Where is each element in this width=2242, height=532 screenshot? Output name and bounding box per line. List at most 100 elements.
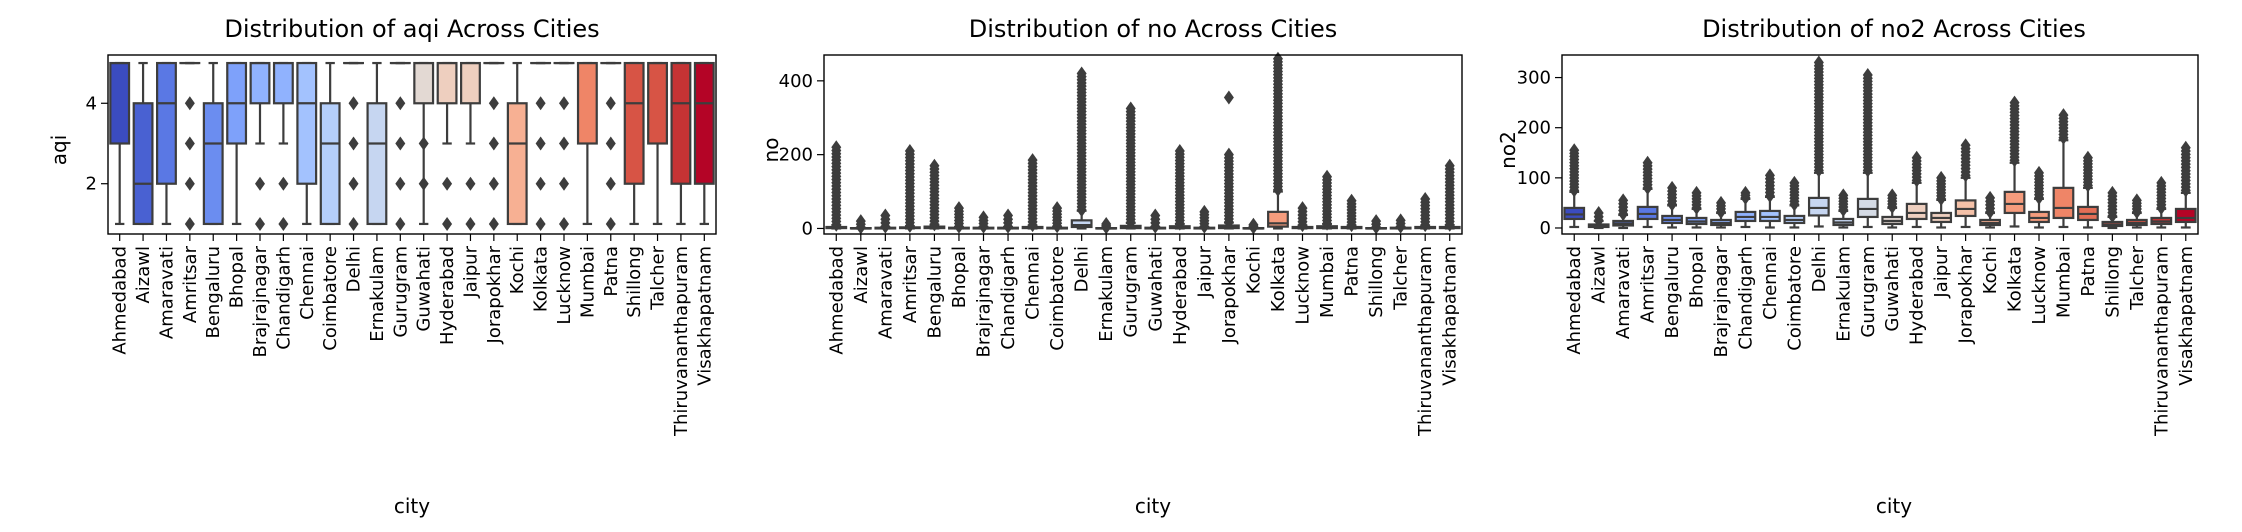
box-body	[1905, 202, 1928, 221]
box-hyderabad	[1905, 150, 1928, 229]
box-mumbai	[576, 61, 598, 226]
x-tick-label: Jaipur	[1931, 245, 1952, 298]
outlier-point	[1936, 170, 1947, 185]
outlier-point	[929, 158, 940, 173]
outlier-point	[418, 136, 429, 151]
outlier-point	[488, 96, 499, 111]
box-lucknow	[553, 61, 575, 231]
box-coimbatore	[319, 61, 341, 226]
box-aizawl	[1587, 205, 1610, 230]
box-jorapokhar	[1954, 138, 1977, 229]
box-ahmedabad	[109, 61, 131, 226]
box-body	[296, 61, 318, 185]
outlier-point	[831, 140, 842, 155]
outlier-point	[255, 176, 265, 191]
x-tick-label: Brajrajnagar	[1711, 245, 1732, 357]
box-visakhapatnam	[2174, 140, 2197, 229]
box-bhopal	[1685, 185, 1708, 229]
box-ernakulam	[366, 61, 388, 226]
box-kolkata	[1267, 51, 1289, 230]
outlier-point	[488, 216, 499, 231]
x-tick-label: Thiruvananthapuram	[1415, 246, 1436, 437]
x-tick-label: Delhi	[344, 246, 365, 292]
x-tick-label: Brajrajnagar	[250, 245, 271, 357]
box-coimbatore	[1046, 201, 1069, 234]
outlier-point	[1248, 217, 1259, 232]
box-bhopal	[226, 61, 248, 226]
outlier-point	[559, 216, 569, 231]
x-tick-label: Bengaluru	[203, 246, 224, 339]
outlier-point	[1297, 201, 1308, 216]
box-jaipur	[460, 61, 481, 231]
outlier-point	[395, 136, 406, 151]
x-tick-label: Delhi	[1072, 246, 1093, 292]
box-body	[436, 61, 458, 105]
aqi-chart: Distribution of aqi Across Cities city a…	[47, 15, 717, 518]
box-body	[249, 61, 271, 105]
x-tick-label: Kolkata	[1268, 246, 1289, 312]
x-tick-label: Aizawl	[851, 246, 872, 304]
y-tick-label: 2	[86, 174, 97, 195]
outlier-point	[278, 176, 289, 191]
x-tick-label: Amaravati	[156, 246, 177, 339]
x-tick-label: Ahmedabad	[1564, 246, 1585, 355]
box-body	[623, 61, 645, 185]
x-tick-label: Ernakulam	[1833, 246, 1854, 342]
box-amritsar	[1636, 155, 1659, 229]
box-aizawl	[849, 214, 872, 235]
outlier-point	[395, 216, 406, 231]
outlier-point	[255, 216, 265, 231]
box-body	[156, 61, 177, 185]
x-tick-label: Kolkata	[531, 246, 552, 312]
box-ernakulam	[1832, 188, 1855, 229]
box-ernakulam	[1095, 217, 1118, 235]
box-lucknow	[1291, 201, 1314, 233]
outlier-point	[559, 176, 569, 191]
x-tick-label: Lucknow	[1293, 246, 1314, 325]
box-body	[1070, 219, 1093, 229]
box-mumbai	[1316, 169, 1338, 231]
x-tick-label: Amritsar	[1638, 245, 1659, 323]
outlier-point	[855, 214, 866, 229]
outlier-point	[1813, 55, 1824, 70]
y-tick-label: 0	[802, 218, 813, 239]
x-tick-label: Patna	[2078, 246, 2099, 297]
x-tick-label: Kochi	[1243, 246, 1264, 294]
box-patna	[1340, 193, 1363, 233]
x-tick-label: Chennai	[297, 246, 318, 320]
box-ahmedabad	[825, 140, 848, 232]
outlier-point	[1027, 153, 1038, 168]
box-amritsar	[179, 61, 201, 231]
outlier-point	[184, 96, 195, 111]
box-body	[202, 102, 224, 226]
outlier-point	[1618, 193, 1629, 208]
no-chart: Distribution of no Across Cities city no…	[759, 15, 1463, 518]
box-talcher	[2125, 193, 2148, 229]
x-tick-label: Chennai	[1023, 246, 1044, 320]
y-axis-label: no2	[1496, 131, 1520, 169]
box-body	[1807, 196, 1830, 217]
x-tick-label: Talcher	[1391, 245, 1412, 310]
outlier-point	[465, 216, 476, 231]
box-chandigarh	[1734, 185, 1757, 229]
box-body	[109, 61, 131, 145]
outlier-point	[1322, 169, 1333, 184]
outlier-point	[605, 136, 616, 151]
box-shillong	[2101, 185, 2124, 230]
x-tick-label: Patna	[1342, 246, 1363, 297]
outlier-point	[1346, 193, 1357, 208]
outlier-point	[605, 96, 616, 111]
x-tick-label: Lucknow	[2029, 246, 2050, 325]
box-brajrajnagar	[972, 210, 995, 234]
outlier-point	[1862, 68, 1873, 83]
box-body	[2003, 190, 2026, 215]
box-body	[647, 61, 668, 145]
chart-title: Distribution of no Across Cities	[969, 15, 1338, 43]
outlier-point	[1985, 190, 1996, 205]
no2-chart: Distribution of no2 Across Cities city n…	[1496, 15, 2199, 518]
box-brajrajnagar	[249, 61, 271, 231]
box-jorapokhar	[483, 61, 505, 231]
x-tick-label: Bhopal	[1687, 246, 1708, 308]
box-mumbai	[2052, 108, 2075, 229]
x-tick-label: Thiruvananthapuram	[2151, 246, 2172, 437]
